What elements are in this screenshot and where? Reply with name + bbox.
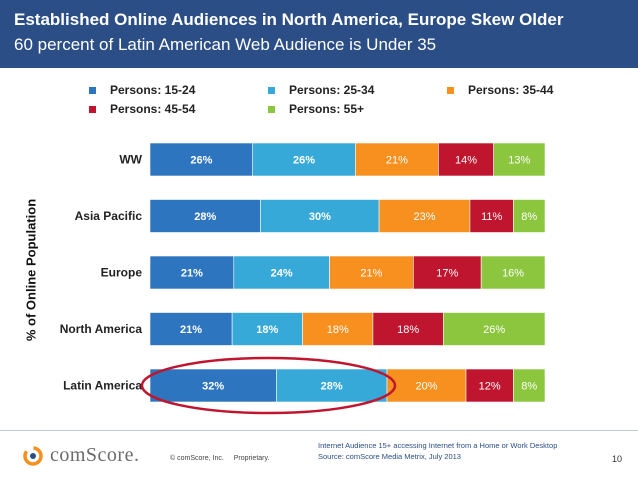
source-note: Internet Audience 15+ accessing Internet… (318, 440, 557, 462)
legend-label-55-plus: Persons: 55+ (289, 102, 365, 116)
category-label-latin-america: Latin America (63, 379, 142, 393)
bar-north-america-25-34 (231, 312, 303, 346)
data-label-asia-pacific-35-44: 23% (414, 211, 436, 223)
slide-title: Established Online Audiences in North Am… (14, 10, 564, 29)
data-label-ww-15-24: 26% (190, 155, 212, 167)
bar-europe-45-54 (413, 255, 482, 290)
bar-ww-55 (493, 142, 546, 177)
data-label-ww-25-34: 26% (293, 155, 315, 167)
legend-item-35-44: Persons: 35-44 (447, 82, 553, 98)
legend-item-55-plus: Persons: 55+ (268, 101, 364, 117)
legend-swatch-55-plus (268, 105, 275, 113)
data-label-asia-pacific-25-34: 30% (309, 211, 331, 223)
legend-swatch-25-34 (268, 86, 275, 94)
bar-ww-15-24 (149, 142, 253, 177)
stacked-bar-chart: WW 26% 26% 21% 14% 13% Asia Pacific 28% 30% 23% 11… (60, 142, 546, 415)
comscore-logo: comScore. (22, 444, 139, 467)
bar-europe-35-44 (329, 255, 414, 290)
bar-asia-pacific-55 (513, 199, 546, 233)
data-label-latin-america-15-24: 32% (202, 381, 224, 393)
bar-latin-america-35-44 (386, 368, 467, 403)
bar-asia-pacific-35-44 (378, 199, 471, 233)
data-label-ww-45-54: 14% (455, 155, 477, 167)
bar-ww-35-44 (355, 142, 439, 177)
legend-swatch-45-54 (89, 105, 96, 113)
data-label-ww-55: 13% (508, 155, 530, 167)
legend-label-35-44: Persons: 35-44 (468, 83, 554, 97)
bar-north-america-15-24 (149, 312, 233, 346)
bar-north-america-55 (443, 312, 546, 346)
source-note-line-2: Source: comScore Media Metrix, July 2013 (318, 452, 461, 461)
data-label-asia-pacific-45-54: 11% (481, 211, 502, 223)
bar-asia-pacific-25-34 (260, 199, 380, 233)
legend-item-15-24: Persons: 15-24 (89, 82, 195, 98)
source-note-line-1: Internet Audience 15+ accessing Internet… (318, 441, 558, 450)
copyright-label: © comScore, Inc. (170, 455, 224, 462)
bar-ww-45-54 (438, 142, 494, 177)
bar-europe-15-24 (149, 255, 235, 290)
comscore-logo-icon (23, 445, 43, 466)
page-number: 10 (612, 454, 623, 464)
data-label-north-america-15-24: 21% (180, 324, 202, 336)
slide-header: Established Online Audiences in North Am… (0, 0, 638, 68)
footer-divider (0, 430, 638, 431)
data-label-europe-55: 16% (502, 268, 524, 280)
copyright-text: © comScore, Inc. Proprietary. (170, 455, 277, 462)
bar-asia-pacific-45-54 (469, 199, 514, 233)
category-label-ww: WW (119, 153, 142, 167)
data-label-latin-america-25-34: 28% (321, 381, 343, 393)
data-label-europe-45-54: 17% (436, 268, 458, 280)
category-label-asia-pacific: Asia Pacific (75, 209, 143, 223)
highlight-ellipse (140, 356, 397, 415)
bar-ww-25-34 (252, 142, 356, 177)
legend-label-25-34: Persons: 25-34 (289, 83, 375, 97)
category-label-north-america: North America (60, 322, 143, 336)
bar-latin-america-25-34 (276, 368, 388, 403)
data-label-europe-25-34: 24% (271, 268, 293, 280)
data-label-latin-america-55: 8% (521, 381, 537, 393)
proprietary-label: Proprietary. (233, 455, 270, 462)
bar-europe-25-34 (233, 255, 330, 290)
data-label-latin-america-45-54: 12% (479, 381, 501, 393)
legend-label-15-24: Persons: 15-24 (110, 83, 196, 97)
category-label-europe: Europe (101, 266, 143, 280)
logo-wordmark: comScore. (50, 444, 140, 466)
data-label-ww-35-44: 21% (386, 155, 408, 167)
data-label-asia-pacific-55: 8% (521, 211, 537, 223)
legend-label-45-54: Persons: 45-54 (110, 102, 196, 116)
legend-swatch-35-44 (447, 86, 454, 94)
bar-europe-55 (480, 255, 546, 290)
bar-north-america-45-54 (372, 312, 444, 346)
data-label-europe-15-24: 21% (181, 268, 203, 280)
legend-item-25-34: Persons: 25-34 (268, 82, 374, 98)
data-label-asia-pacific-15-24: 28% (194, 211, 216, 223)
data-label-north-america-55: 26% (483, 324, 505, 336)
data-label-north-america-25-34: 18% (256, 324, 278, 336)
bar-latin-america-55 (513, 368, 546, 403)
bar-latin-america-15-24 (149, 368, 277, 403)
data-label-europe-35-44: 21% (360, 268, 382, 280)
slide-subtitle: 60 percent of Latin American Web Audienc… (14, 35, 437, 54)
legend-swatch-15-24 (89, 86, 96, 94)
data-label-latin-america-35-44: 20% (415, 381, 437, 393)
bar-asia-pacific-15-24 (149, 199, 261, 233)
data-label-north-america-45-54: 18% (397, 324, 419, 336)
data-label-north-america-35-44: 18% (327, 324, 349, 336)
legend-item-45-54: Persons: 45-54 (89, 101, 195, 117)
